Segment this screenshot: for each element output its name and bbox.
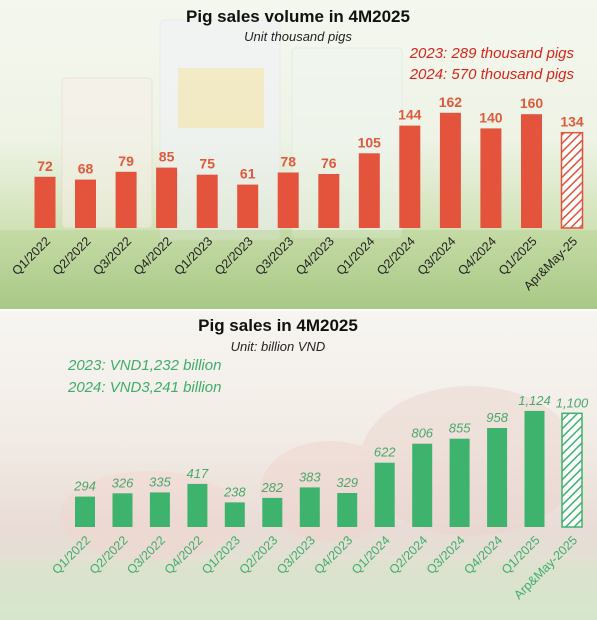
value-label-0: 72 <box>37 158 53 174</box>
bar-6 <box>277 172 299 228</box>
value-label-4: 75 <box>199 156 215 172</box>
chart-title: Pig sales in 4M2025 <box>198 316 358 335</box>
pig-volume-chart: Pig sales volume in 4M2025 Unit thousand… <box>0 7 597 311</box>
value-label-11: 140 <box>479 109 503 125</box>
bar-0 <box>34 176 56 228</box>
bar-0 <box>75 496 95 527</box>
chart-title: Pig sales volume in 4M2025 <box>186 7 410 26</box>
bar-11 <box>480 128 502 228</box>
annotation-2024: 2024: VND3,241 billion <box>67 379 221 396</box>
value-label-4: 238 <box>223 484 246 499</box>
bar-12 <box>524 410 545 527</box>
value-label-2: 79 <box>118 153 134 169</box>
bar-3 <box>187 483 208 527</box>
value-label-2: 335 <box>149 474 171 489</box>
value-label-5: 61 <box>240 166 256 182</box>
annotation-2023: 2023: VND1,232 billion <box>67 357 221 374</box>
value-label-7: 329 <box>336 475 358 490</box>
bar-8 <box>374 462 395 527</box>
pig-revenue-chart: Pig sales in 4M2025 Unit: billion VND 20… <box>0 316 597 620</box>
bar-13 <box>561 412 583 528</box>
bar-7 <box>318 174 340 228</box>
bar-2 <box>149 492 170 527</box>
value-label-13: 1,100 <box>556 395 589 410</box>
bar-7 <box>337 493 358 527</box>
value-label-5: 282 <box>260 480 283 495</box>
chart-unit: Unit: billion VND <box>231 339 326 354</box>
annotation-2024: 2024: 570 thousand pigs <box>409 66 575 83</box>
value-label-12: 1,124 <box>518 393 551 408</box>
value-label-11: 958 <box>486 410 508 425</box>
bar-12 <box>521 114 542 228</box>
value-label-13: 134 <box>560 114 584 130</box>
value-label-7: 76 <box>321 155 337 171</box>
top-chart-panel: Pig sales volume in 4M2025 Unit thousand… <box>0 0 597 311</box>
bar-1 <box>75 179 96 228</box>
bar-10 <box>439 112 461 228</box>
value-label-10: 162 <box>439 94 463 110</box>
bottom-chart-panel: Pig sales in 4M2025 Unit: billion VND 20… <box>0 311 597 620</box>
value-label-9: 806 <box>411 426 433 441</box>
bar-8 <box>358 153 380 228</box>
value-label-10: 855 <box>449 421 471 436</box>
value-label-8: 105 <box>358 134 382 150</box>
bar-10 <box>449 438 470 527</box>
value-label-8: 622 <box>374 445 396 460</box>
value-label-3: 417 <box>187 466 209 481</box>
bar-9 <box>399 125 421 228</box>
value-label-9: 144 <box>398 107 422 123</box>
bar-5 <box>262 497 283 527</box>
bar-2 <box>115 171 137 228</box>
value-label-1: 326 <box>112 475 134 490</box>
bar-4 <box>224 502 245 527</box>
chart-unit: Unit thousand pigs <box>244 29 352 44</box>
value-label-12: 160 <box>520 95 544 111</box>
value-label-6: 78 <box>280 154 296 170</box>
bar-3 <box>156 167 178 228</box>
bar-4 <box>196 174 218 228</box>
value-label-3: 85 <box>159 149 175 165</box>
panel-divider <box>0 309 597 312</box>
value-label-0: 294 <box>73 479 96 494</box>
value-label-6: 383 <box>299 469 321 484</box>
bar-9 <box>412 443 433 527</box>
bar-13 <box>560 131 584 229</box>
bar-6 <box>299 487 320 527</box>
bar-5 <box>237 184 259 228</box>
bar-1 <box>112 493 133 527</box>
value-label-1: 68 <box>78 161 94 177</box>
bar-11 <box>487 428 508 527</box>
annotation-2023: 2023: 289 thousand pigs <box>409 45 575 62</box>
